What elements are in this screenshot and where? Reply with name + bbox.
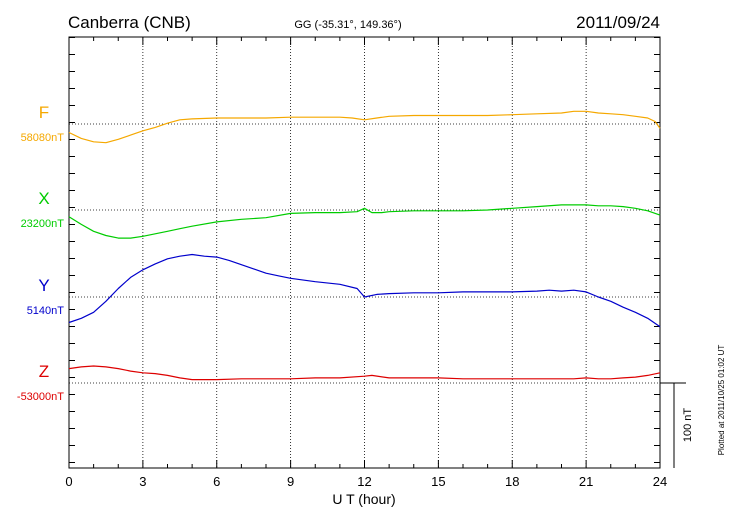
series-line-z: [68, 365, 661, 381]
x-tick-label: 6: [213, 474, 220, 489]
series-baseline-f: 58080nT: [21, 132, 65, 144]
x-tick-label: 9: [287, 474, 294, 489]
grid: [69, 37, 660, 468]
x-tick-label: 3: [139, 474, 146, 489]
scale-bar-label: 100 nT: [682, 408, 694, 443]
station-title: Canberra (CNB): [68, 13, 191, 32]
x-axis-label: U T (hour): [332, 491, 395, 507]
plotted-timestamp: Plotted at 2011/10/25 01:02 UT: [717, 345, 726, 456]
series-line-x: [68, 204, 661, 239]
axis-ticks: 0 3 6 9 12 15 18 21 24: [65, 37, 667, 489]
series-name-z: Z: [39, 362, 49, 381]
x-tick-label: 12: [357, 474, 371, 489]
series-baseline-x: 23200nT: [21, 218, 65, 230]
x-tick-label: 24: [653, 474, 667, 489]
series-line-f: [68, 110, 661, 144]
series-name-x: X: [38, 189, 49, 208]
x-tick-label: 0: [65, 474, 72, 489]
x-tick-label: 15: [431, 474, 445, 489]
plot-date: 2011/09/24: [576, 13, 660, 32]
x-tick-label: 21: [579, 474, 593, 489]
x-tick-label: 18: [505, 474, 519, 489]
series-name-y: Y: [38, 276, 49, 295]
series-name-f: F: [39, 103, 49, 122]
series-line-y: [68, 253, 661, 328]
series-labels: F 58080nT X 23200nT Y 5140nT Z -53000nT: [17, 103, 64, 403]
station-coordinates: GG (-35.31°, 149.36°): [294, 19, 401, 31]
series-baseline-y: 5140nT: [27, 305, 65, 317]
scale-bar: 100 nT: [660, 382, 694, 468]
series-baseline-z: -53000nT: [17, 391, 64, 403]
series-group: [68, 110, 661, 381]
